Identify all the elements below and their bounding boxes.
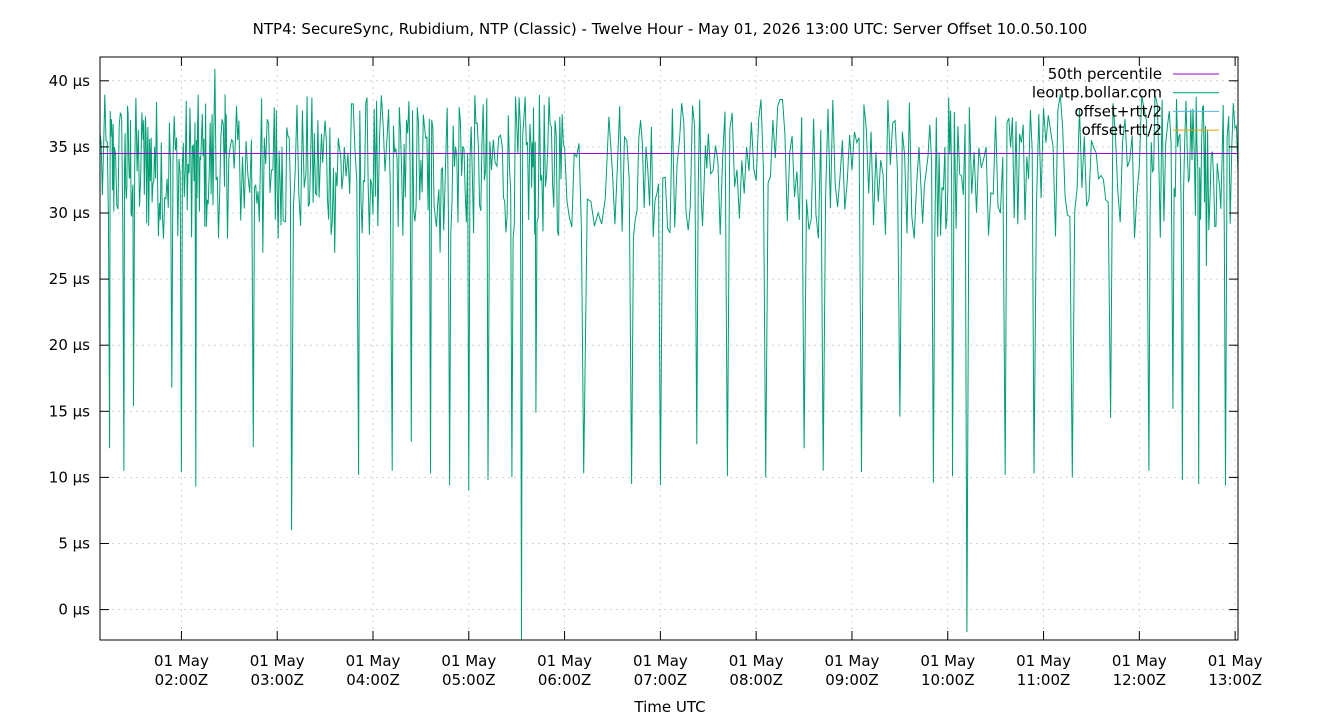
- x-tick-label-date: 01 May: [1016, 652, 1071, 670]
- x-axis-label: Time UTC: [633, 698, 705, 716]
- x-tick-label-date: 01 May: [441, 652, 496, 670]
- x-tick-label-time: 07:00Z: [634, 671, 688, 689]
- y-tick-label: 20 µs: [49, 336, 90, 354]
- x-tick-label-time: 11:00Z: [1017, 671, 1071, 689]
- axis-ticks: 0 µs 5 µs 10 µs 15 µs 20 µs 25 µs 30 µs 35 µs 40…: [49, 57, 1263, 689]
- x-tick-label-time: 04:00Z: [346, 671, 400, 689]
- legend-label: leontp.bollar.com: [1032, 84, 1162, 102]
- x-tick-label-date: 01 May: [1208, 652, 1263, 670]
- x-tick-label-date: 01 May: [346, 652, 401, 670]
- y-tick-label: 10 µs: [49, 468, 90, 486]
- series-line-leontp: [99, 68, 1239, 641]
- chart-title: NTP4: SecureSync, Rubidium, NTP (Classic…: [253, 20, 1088, 38]
- x-tick-label-date: 01 May: [250, 652, 305, 670]
- y-tick-label: 15 µs: [49, 402, 90, 420]
- x-tick-label-time: 03:00Z: [250, 671, 304, 689]
- y-tick-label: 25 µs: [49, 270, 90, 288]
- plot-series: [99, 68, 1239, 641]
- legend-label: offset-rtt/2: [1082, 121, 1162, 139]
- x-tick-label-date: 01 May: [729, 652, 784, 670]
- x-tick-label-date: 01 May: [1112, 652, 1167, 670]
- x-tick-label-time: 02:00Z: [155, 671, 209, 689]
- x-tick-label-time: 06:00Z: [538, 671, 592, 689]
- plot-frame: [99, 56, 1239, 641]
- legend: 50th percentileleontp.bollar.comoffset+r…: [1032, 65, 1219, 139]
- y-tick-label: 40 µs: [49, 72, 90, 90]
- x-tick-label-time: 10:00Z: [921, 671, 975, 689]
- x-tick-label-date: 01 May: [537, 652, 592, 670]
- x-tick-label-time: 05:00Z: [442, 671, 496, 689]
- x-tick-label-time: 12:00Z: [1113, 671, 1167, 689]
- x-tick-label-date: 01 May: [825, 652, 880, 670]
- y-tick-label: 30 µs: [49, 204, 90, 222]
- x-tick-label-date: 01 May: [633, 652, 688, 670]
- x-tick-label-date: 01 May: [154, 652, 209, 670]
- y-tick-label: 0 µs: [58, 601, 90, 619]
- y-tick-label: 35 µs: [49, 138, 90, 156]
- grid-lines: [100, 57, 1238, 640]
- legend-label: offset+rtt/2: [1074, 102, 1162, 120]
- y-tick-label: 5 µs: [58, 534, 90, 552]
- x-tick-label-time: 08:00Z: [729, 671, 783, 689]
- legend-label: 50th percentile: [1048, 65, 1162, 83]
- x-tick-label-time: 09:00Z: [825, 671, 879, 689]
- x-tick-label-date: 01 May: [920, 652, 975, 670]
- x-tick-label-time: 13:00Z: [1208, 671, 1262, 689]
